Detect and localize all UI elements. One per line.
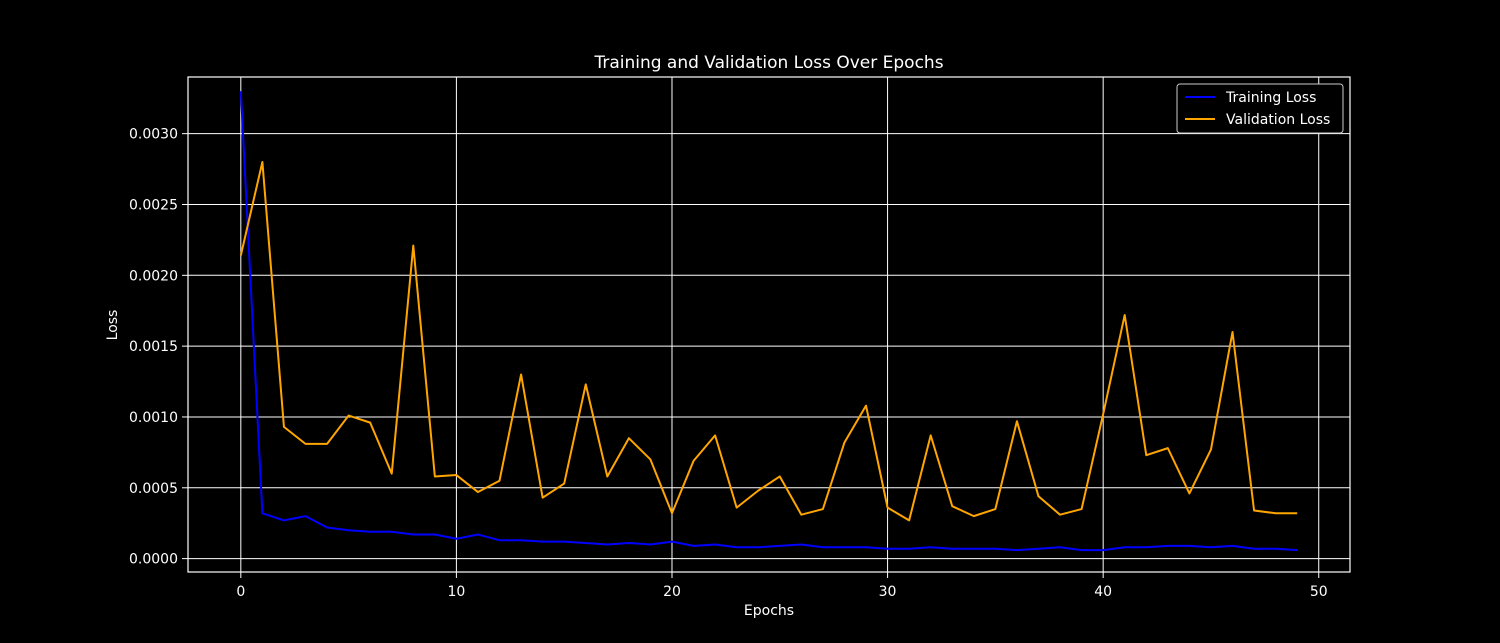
x-tick-label: 20 (663, 584, 681, 600)
x-tick-label: 0 (236, 584, 245, 600)
x-tick-label: 10 (447, 584, 465, 600)
grid (188, 77, 1350, 572)
y-tick-label: 0.0000 (129, 552, 178, 568)
y-tick-label: 0.0030 (129, 127, 178, 143)
y-tick-label: 0.0020 (129, 268, 178, 284)
legend: Training Loss Validation Loss (1176, 83, 1344, 134)
y-axis-label: Loss (105, 310, 121, 341)
legend-label-validation-loss: Validation Loss (1226, 112, 1330, 128)
legend-box (1176, 83, 1344, 134)
y-tick-label: 0.0005 (129, 481, 178, 497)
series-layer (239, 91, 1298, 552)
x-tick-label: 40 (1094, 584, 1112, 600)
series-line-validation-loss (239, 160, 1298, 522)
x-axis-label: Epochs (744, 603, 794, 619)
y-axis: 0.0000 0.0005 0.0010 0.0015 0.0020 0.0025 0.00… (129, 127, 188, 568)
x-tick-label: 50 (1310, 584, 1328, 600)
legend-label-training-loss: Training Loss (1225, 90, 1316, 106)
y-tick-label: 0.0025 (129, 197, 178, 213)
plot-frame (187, 76, 1351, 573)
x-tick-label: 30 (879, 584, 897, 600)
series-line-training-loss (239, 91, 1298, 552)
y-tick-label: 0.0015 (129, 339, 178, 355)
y-tick-label: 0.0010 (129, 410, 178, 426)
chart-title: Training and Validation Loss Over Epochs (593, 53, 943, 73)
x-axis: 0 10 20 30 40 50 (236, 572, 1328, 600)
